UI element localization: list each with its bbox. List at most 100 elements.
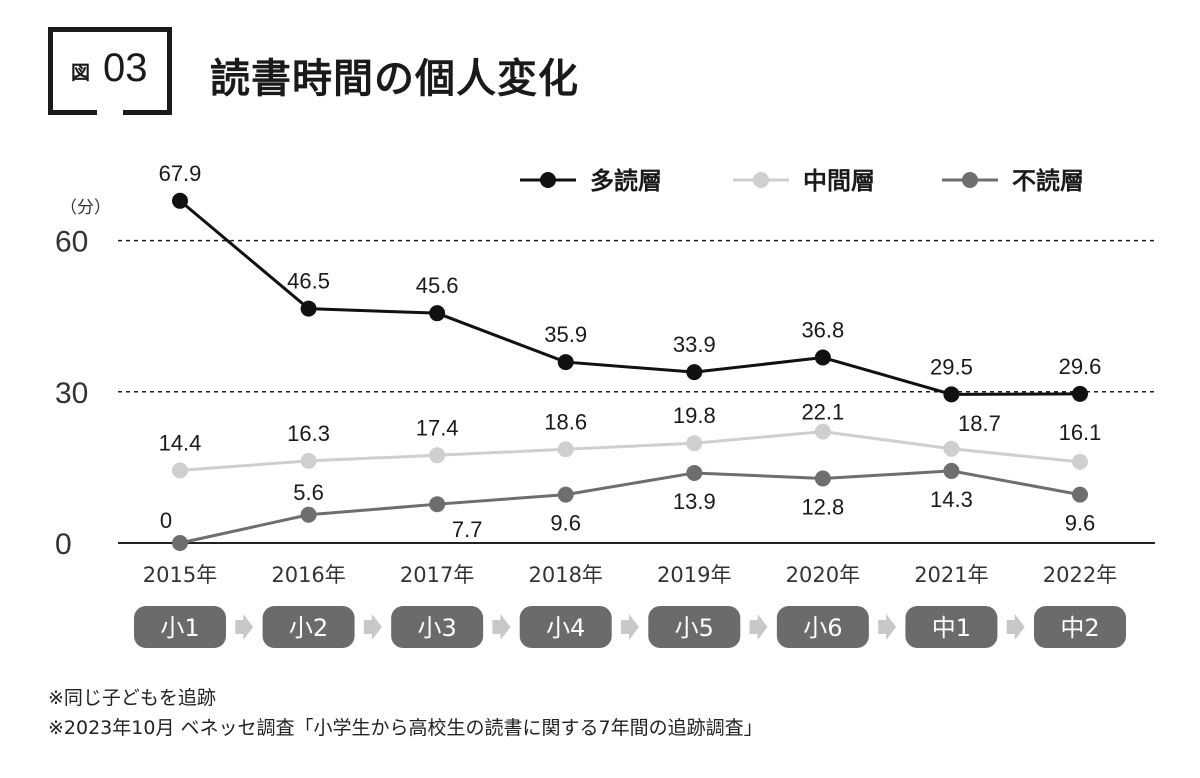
data-point-多読層 <box>814 349 831 366</box>
data-point-中間層 <box>1072 453 1088 470</box>
legend-marker-中間層 <box>753 172 769 188</box>
grade-badge <box>391 606 484 648</box>
legend-label-不読層: 不読層 <box>1012 167 1084 195</box>
series-line-不読層 <box>179 469 1081 545</box>
x-tick-label: 2020年 <box>786 563 860 587</box>
data-label-不読層: 0 <box>160 508 172 533</box>
data-point-多読層 <box>557 354 574 371</box>
grade-badge-label: 小6 <box>803 614 842 642</box>
footnote-tracking: ※同じ子どもを追跡 <box>48 687 216 709</box>
legend-marker-不読層 <box>962 172 978 188</box>
grade-badge <box>648 606 741 648</box>
x-tick-label: 2018年 <box>528 563 602 587</box>
figure-label: 図 <box>71 62 91 84</box>
series-line-中間層 <box>179 430 1081 472</box>
data-point-不読層 <box>300 506 317 523</box>
x-tick-label: 2015年 <box>143 563 217 587</box>
grade-arrow-icon <box>492 614 511 640</box>
data-point-不読層 <box>943 462 960 479</box>
data-point-中間層 <box>429 447 446 464</box>
data-label-多読層: 45.6 <box>416 273 459 298</box>
grade-badge <box>1034 606 1126 648</box>
data-point-不読層 <box>557 486 574 503</box>
grade-arrow-icon <box>878 614 897 640</box>
data-label-不読層: 9.6 <box>550 511 581 536</box>
x-tick-label: 2022年 <box>1043 563 1117 587</box>
y-tick-label-60: 60 <box>55 226 88 259</box>
grade-badge-label: 中1 <box>932 614 971 642</box>
data-label-不読層: 5.6 <box>293 480 324 505</box>
data-label-多読層: 46.5 <box>287 269 330 294</box>
data-label-多読層: 29.5 <box>930 354 973 379</box>
legend-marker-多読層 <box>540 172 556 188</box>
data-label-多読層: 29.6 <box>1059 354 1102 379</box>
data-label-中間層: 14.4 <box>159 430 202 455</box>
data-point-中間層 <box>686 435 703 452</box>
x-tick-label: 2016年 <box>271 563 345 587</box>
grade-badge-label: 小1 <box>160 614 199 642</box>
data-point-不読層 <box>1072 486 1088 503</box>
legend-label-中間層: 中間層 <box>803 167 875 195</box>
data-label-中間層: 18.6 <box>544 409 587 434</box>
data-point-多読層 <box>429 305 446 322</box>
data-point-不読層 <box>429 496 446 513</box>
data-label-不読層: 13.9 <box>673 489 716 514</box>
data-point-多読層 <box>1072 385 1088 402</box>
chart-title: 読書時間の個人変化 <box>210 56 579 102</box>
grade-badge <box>905 606 998 648</box>
data-label-中間層: 19.8 <box>673 403 716 428</box>
data-point-多読層 <box>172 192 188 209</box>
grade-badge <box>519 606 612 648</box>
data-label-中間層: 22.1 <box>801 400 844 425</box>
data-label-多読層: 33.9 <box>673 332 716 357</box>
data-point-中間層 <box>557 441 574 458</box>
y-tick-label-30: 30 <box>55 377 88 410</box>
y-axis-unit: （分） <box>60 198 111 218</box>
data-point-多読層 <box>686 364 703 381</box>
data-point-不読層 <box>814 470 831 487</box>
series-line-多読層 <box>179 199 1081 396</box>
data-point-中間層 <box>172 462 188 479</box>
grade-arrow-icon <box>235 614 254 640</box>
line-chart: 0 30 60 （分） 2015年 2016年 2017年 2018年 2019年 2020年 20… <box>55 161 1155 648</box>
grade-arrow-icon <box>1006 614 1025 640</box>
footnotes: ※同じ子どもを追跡 ※2023年10月 ベネッセ調査「小学生から高校生の読書に関… <box>48 683 763 743</box>
grade-badge <box>134 606 226 648</box>
data-label-中間層: 16.3 <box>287 421 330 446</box>
data-label-中間層: 17.4 <box>416 415 459 440</box>
data-label-中間層: 16.1 <box>1059 420 1102 445</box>
footnote-source: ※2023年10月 ベネッセ調査「小学生から高校生の読書に関する7年間の追跡調査… <box>48 717 763 739</box>
grade-badge-label: 小3 <box>418 614 457 642</box>
x-tick-label: 2019年 <box>657 563 731 587</box>
data-label-不読層: 7.7 <box>452 517 483 542</box>
data-label-多読層: 67.9 <box>159 161 202 186</box>
grade-badge-label: 小4 <box>546 614 585 642</box>
data-label-不読層: 12.8 <box>801 494 844 519</box>
data-point-多読層 <box>943 386 960 403</box>
grade-badge <box>776 606 869 648</box>
data-point-中間層 <box>300 452 317 469</box>
data-point-不読層 <box>172 535 188 551</box>
grade-arrow-icon <box>363 614 382 640</box>
data-point-不読層 <box>686 464 703 481</box>
figure-number: 03 <box>103 46 148 90</box>
data-label-不読層: 9.6 <box>1065 511 1096 536</box>
data-label-多読層: 36.8 <box>801 318 844 343</box>
data-label-多読層: 35.9 <box>544 322 587 347</box>
legend-label-多読層: 多読層 <box>590 167 662 195</box>
data-label-中間層: 18.7 <box>958 411 1001 436</box>
grade-badge <box>262 606 355 648</box>
data-label-不読層: 14.3 <box>930 487 973 512</box>
data-point-多読層 <box>300 300 317 317</box>
grade-badge-label: 小5 <box>675 614 714 642</box>
grade-arrow-icon <box>749 614 768 640</box>
x-tick-label: 2017年 <box>400 563 474 587</box>
y-tick-label-0: 0 <box>55 528 72 561</box>
data-point-中間層 <box>943 440 960 457</box>
grade-arrow-icon <box>621 614 639 640</box>
grade-badge-label: 小2 <box>289 614 328 642</box>
data-point-中間層 <box>814 423 831 440</box>
grade-badge-label: 中2 <box>1060 614 1099 642</box>
x-tick-label: 2021年 <box>914 563 988 587</box>
figure-number-box: 図 03 <box>48 27 172 115</box>
